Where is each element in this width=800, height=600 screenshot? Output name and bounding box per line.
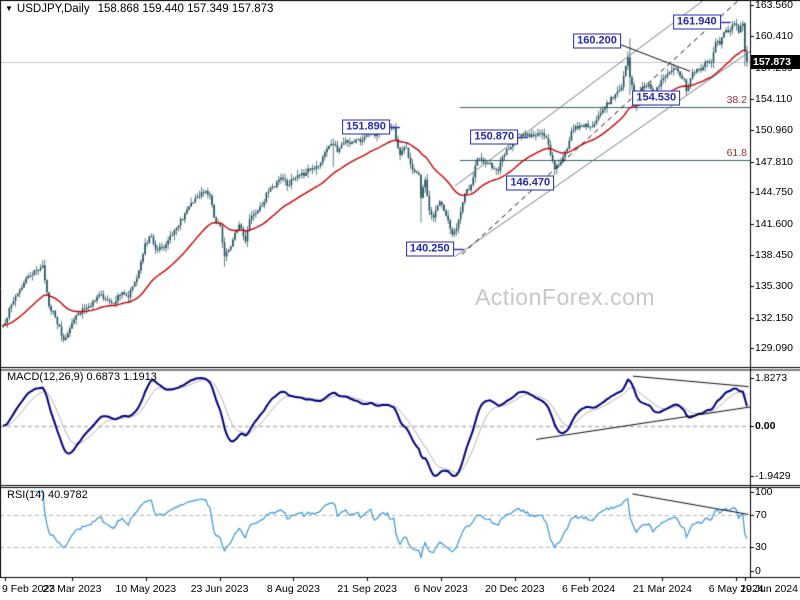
price-axis-label: 163.560 bbox=[755, 0, 793, 11]
rsi-indicator-label: RSI(14) 40.9782 bbox=[7, 489, 88, 501]
price-axis-label: 135.300 bbox=[755, 280, 793, 293]
date-axis-label: 21 Sep 2023 bbox=[337, 583, 397, 595]
date-axis-label: 10 May 2023 bbox=[115, 583, 177, 595]
rsi-axis-label: 30 bbox=[755, 540, 767, 553]
price-annotation-label[interactable]: 161.940 bbox=[672, 14, 721, 29]
date-axis-label: 9 Feb 2023 bbox=[2, 583, 56, 595]
macd-indicator-label: MACD(12,26,9) 0.6873 1.1913 bbox=[7, 371, 157, 383]
macd-axis-label: -1.9429 bbox=[755, 470, 791, 482]
price-axis-label: 129.090 bbox=[755, 342, 793, 355]
date-axis-label: 6 May 2024 bbox=[708, 583, 764, 595]
price-annotation-label[interactable]: 154.530 bbox=[632, 90, 681, 106]
date-axis-label: 6 Feb 2024 bbox=[562, 583, 616, 595]
price-axis-label: 150.960 bbox=[755, 124, 793, 137]
date-axis-label: 27 Mar 2023 bbox=[42, 583, 102, 595]
price-axis-label: 141.600 bbox=[755, 217, 793, 230]
price-axis-label: 160.410 bbox=[755, 30, 793, 43]
rsi-axis-label: 100 bbox=[755, 485, 773, 498]
macd-axis-label: 1.8273 bbox=[755, 372, 788, 384]
price-axis-label: 154.110 bbox=[755, 93, 793, 106]
current-price-tag: 157.873 bbox=[751, 54, 800, 69]
date-axis-label: 6 Nov 2023 bbox=[414, 583, 468, 595]
price-annotation-label[interactable]: 146.470 bbox=[506, 175, 555, 191]
date-axis-label: 20 Dec 2023 bbox=[485, 583, 545, 595]
price-axis-label: 147.810 bbox=[755, 155, 793, 168]
date-axis-label: 23 Jun 2023 bbox=[190, 583, 249, 595]
collapse-triangle-icon[interactable]: ▼ bbox=[5, 4, 13, 13]
price-annotation-label[interactable]: 151.890 bbox=[342, 119, 390, 134]
date-axis-label: 21 Mar 2024 bbox=[632, 583, 692, 595]
price-annotation-label[interactable]: 150.870 bbox=[470, 129, 519, 145]
fib-level-label: 61.8 bbox=[726, 147, 747, 160]
macd-axis-label: 0.00 bbox=[755, 419, 776, 432]
date-axis-label: 19 Jun 2024 bbox=[740, 583, 798, 595]
symbol-timeframe-label: USDJPY,Daily bbox=[16, 3, 90, 15]
ohlc-values: 158.868 159.440 157.349 157.873 bbox=[97, 3, 274, 15]
rsi-axis-label: 0 bbox=[755, 564, 761, 577]
actionforex-watermark: ActionForex.com bbox=[474, 284, 656, 310]
price-axis-label: 132.150 bbox=[755, 311, 793, 324]
price-annotation-label[interactable]: 160.200 bbox=[573, 33, 621, 49]
price-axis-label: 138.450 bbox=[755, 248, 793, 261]
date-axis-label: 8 Aug 2023 bbox=[266, 583, 320, 595]
rsi-axis-label: 70 bbox=[755, 509, 767, 522]
price-axis-label: 144.750 bbox=[755, 186, 793, 199]
fib-level-label: 38.2 bbox=[726, 93, 747, 106]
chart-title: ▼ USDJPY,Daily 158.868 159.440 157.349 157… bbox=[5, 3, 273, 15]
price-annotation-label[interactable]: 140.250 bbox=[405, 241, 454, 257]
